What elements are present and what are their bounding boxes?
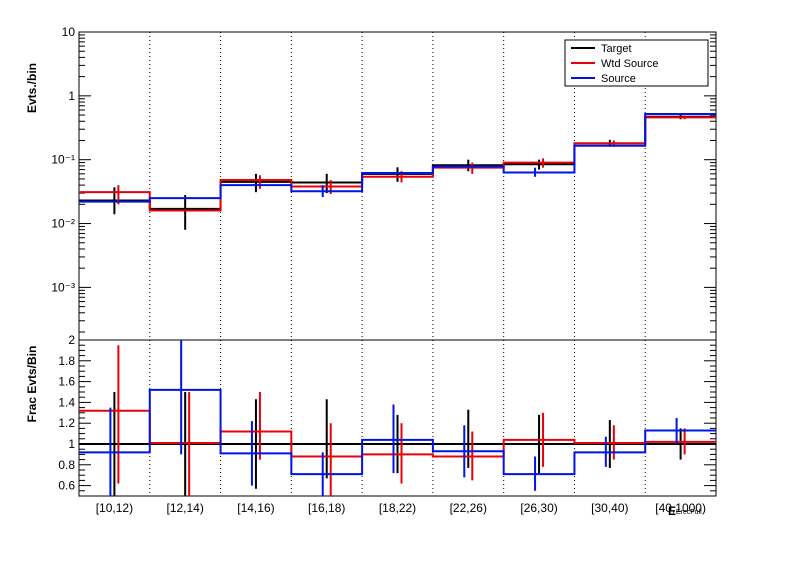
- top-y-axis: 10 1 10⁻¹ 10⁻² 10⁻³: [51, 25, 716, 333]
- legend-label-source: Source: [601, 73, 636, 85]
- y-tick-label: 10⁻²: [51, 217, 75, 231]
- y-tick-label: 1: [68, 89, 75, 103]
- legend: Target Wtd Source Source: [564, 39, 709, 87]
- top-series: [79, 112, 716, 230]
- histogram-line-wtd-source: [79, 409, 716, 458]
- top-y-axis-title: Evts./bin: [25, 63, 39, 113]
- series-wtd-source: [79, 345, 716, 496]
- top-bin-dividers: [149, 32, 646, 340]
- histogram-line-source: [79, 388, 716, 476]
- bottom-series: [79, 340, 716, 496]
- y-tick-label: 1.6: [58, 375, 75, 389]
- y-tick-label: 10⁻¹: [51, 153, 75, 167]
- y-tick-label: 1.8: [58, 354, 75, 368]
- x-axis-title: EErecFull: [668, 504, 702, 518]
- y-tick-label: 10⁻³: [51, 280, 75, 294]
- x-axis-title-main: E: [668, 504, 676, 518]
- series-source: [79, 112, 716, 203]
- x-tick-label: [16,18): [308, 501, 345, 515]
- y-tick-label: 0.8: [58, 458, 75, 472]
- x-axis-title-subscript: ErecFull: [676, 509, 702, 516]
- x-tick-label: [18,22): [379, 501, 416, 515]
- histogram-line-wtd-source: [79, 116, 716, 212]
- bottom-y-axis: 0.6 0.8 1 1.2 1.4 1.6 1.8 2: [58, 333, 716, 497]
- x-tick-label: [30,40): [591, 501, 628, 515]
- x-axis: [10,12) [12,14) [14,16) [16,18) [18,22) [22,2…: [96, 501, 706, 515]
- y-tick-label: 1.4: [58, 395, 75, 409]
- series-wtd-source: [79, 115, 716, 212]
- y-tick-label: 2: [68, 333, 75, 347]
- series-source: [79, 340, 716, 496]
- y-tick-label: 1: [68, 437, 75, 451]
- x-tick-label: [40,1000): [655, 501, 706, 515]
- legend-label-wtd-source: Wtd Source: [601, 58, 658, 70]
- y-tick-label: 1.2: [58, 416, 75, 430]
- x-tick-label: [10,12): [96, 501, 133, 515]
- histogram-line-source: [79, 112, 716, 203]
- top-panel: 10 1 10⁻¹ 10⁻² 10⁻³ Evts./bin Target Wtd Sou…: [25, 25, 717, 341]
- x-tick-label: [22,26): [450, 501, 487, 515]
- bottom-panel: 0.6 0.8 1 1.2 1.4 1.6 1.8 2 [10,12) [12,14) [14,1…: [25, 333, 717, 518]
- x-tick-label: [26,30): [520, 501, 557, 515]
- y-tick-label: 0.6: [58, 479, 75, 493]
- y-tick-label: 10: [62, 25, 76, 39]
- x-tick-label: [12,14): [166, 501, 203, 515]
- x-tick-label: [14,16): [237, 501, 274, 515]
- bottom-y-axis-title: Frac Evts/Bin: [25, 346, 39, 423]
- legend-label-target: Target: [601, 43, 632, 55]
- histogram-line-target: [79, 115, 716, 210]
- series-target: [79, 392, 716, 496]
